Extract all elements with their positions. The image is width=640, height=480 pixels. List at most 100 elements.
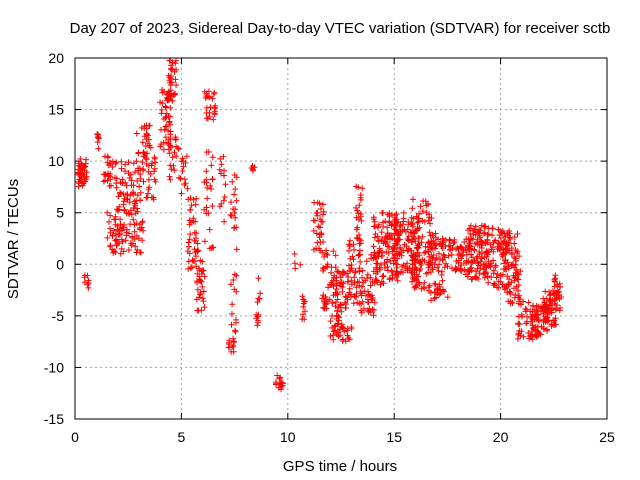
data-point <box>474 265 481 272</box>
y-tick-label: -15 <box>44 411 64 427</box>
data-point <box>483 264 490 271</box>
data-point <box>229 310 235 317</box>
data-point <box>121 207 128 214</box>
data-point <box>105 162 112 169</box>
data-point <box>160 139 167 146</box>
data-point <box>381 264 388 271</box>
data-point <box>330 336 337 343</box>
data-point <box>273 380 280 387</box>
data-point <box>331 323 338 330</box>
data-point <box>490 257 497 264</box>
data-point <box>345 274 352 280</box>
data-point <box>429 266 436 273</box>
data-point <box>320 201 326 208</box>
data-point <box>171 68 178 75</box>
y-tick-label: 0 <box>56 256 64 272</box>
data-point <box>132 169 138 176</box>
data-point <box>441 264 448 271</box>
data-point <box>481 254 488 261</box>
data-point <box>491 237 498 244</box>
data-point <box>310 217 317 224</box>
data-point <box>311 246 317 253</box>
data-point <box>348 281 355 288</box>
data-point <box>374 268 381 275</box>
data-point <box>426 282 433 289</box>
data-point <box>140 153 147 160</box>
data-point <box>132 200 139 207</box>
data-point <box>458 262 465 269</box>
data-point <box>222 181 229 188</box>
data-point <box>436 291 443 298</box>
data-point <box>516 292 523 299</box>
data-point <box>193 296 200 303</box>
grid-lines <box>75 58 607 419</box>
data-point <box>520 333 527 340</box>
data-point <box>336 270 343 277</box>
data-point <box>416 211 422 217</box>
data-point <box>274 372 281 379</box>
data-point <box>187 231 194 238</box>
data-point <box>531 316 538 323</box>
data-point <box>186 236 193 243</box>
data-point <box>532 327 539 334</box>
data-point <box>338 279 345 286</box>
data-point <box>100 178 107 185</box>
data-point <box>209 95 216 102</box>
data-point <box>144 190 151 197</box>
data-point <box>140 166 147 173</box>
data-point <box>430 232 437 239</box>
data-point <box>551 276 558 283</box>
data-point <box>133 158 140 165</box>
data-point <box>468 276 475 283</box>
data-point <box>356 236 363 243</box>
data-point <box>390 244 397 251</box>
data-point <box>220 197 227 204</box>
data-point <box>127 192 134 199</box>
data-point <box>355 210 362 217</box>
data-point <box>363 258 370 265</box>
data-point <box>116 231 123 238</box>
data-point <box>329 300 336 306</box>
data-point <box>209 244 216 251</box>
x-axis-label: GPS time / hours <box>283 458 397 475</box>
data-point <box>522 305 529 312</box>
data-point <box>354 299 361 306</box>
data-point <box>254 319 261 326</box>
data-point <box>200 298 207 305</box>
data-point <box>193 195 200 202</box>
data-point <box>431 289 438 296</box>
data-point <box>485 279 492 286</box>
data-point <box>408 214 415 221</box>
data-point <box>187 265 194 272</box>
data-point <box>233 272 240 279</box>
data-point <box>347 237 353 244</box>
data-point <box>353 284 360 291</box>
data-point <box>391 246 398 253</box>
data-point <box>167 176 174 183</box>
data-point <box>232 206 238 213</box>
data-point <box>201 179 208 186</box>
data-point <box>419 233 426 240</box>
data-point <box>146 136 153 143</box>
data-point <box>198 278 205 285</box>
data-point <box>317 205 324 212</box>
data-point <box>167 121 174 128</box>
data-point <box>109 164 116 170</box>
data-point <box>471 226 478 233</box>
data-point <box>211 111 218 118</box>
data-point <box>198 270 205 277</box>
data-point <box>433 254 440 261</box>
data-point <box>346 243 353 250</box>
data-point <box>125 209 132 216</box>
data-point <box>324 261 331 268</box>
data-point <box>449 245 456 251</box>
data-point <box>555 289 561 296</box>
data-point <box>133 130 140 137</box>
data-point <box>95 145 102 152</box>
data-point <box>497 272 504 279</box>
data-point <box>152 178 159 185</box>
data-point <box>448 251 455 258</box>
data-point <box>161 116 167 122</box>
data-point <box>410 196 416 203</box>
data-point <box>299 316 306 323</box>
